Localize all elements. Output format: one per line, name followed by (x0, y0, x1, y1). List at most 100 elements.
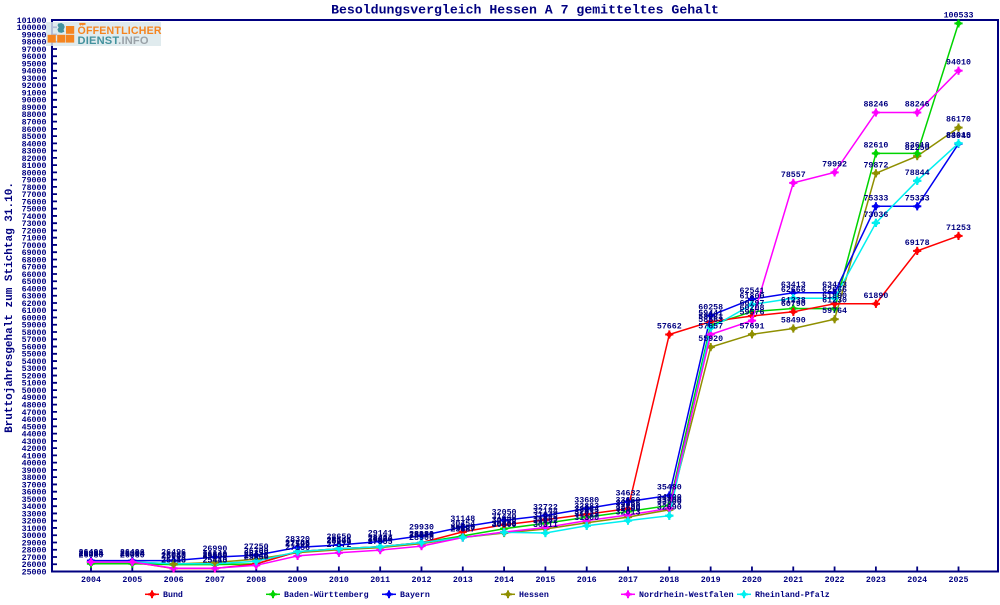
svg-text:Besoldungsvergleich Hessen A 7: Besoldungsvergleich Hessen A 7 gemittelt… (331, 2, 719, 17)
svg-text:47000: 47000 (22, 409, 47, 418)
svg-text:2006: 2006 (164, 576, 184, 585)
svg-text:84010: 84010 (946, 131, 971, 140)
svg-text:96000: 96000 (22, 53, 47, 62)
svg-text:73000: 73000 (22, 220, 47, 229)
svg-text:26399: 26399 (244, 549, 269, 558)
svg-text:85000: 85000 (22, 133, 47, 142)
svg-text:32013: 32013 (574, 509, 599, 518)
svg-text:58981: 58981 (698, 313, 723, 322)
svg-text:Nordrhein-Westfalen: Nordrhein-Westfalen (639, 590, 734, 600)
svg-text:41000: 41000 (22, 452, 47, 461)
svg-text:2007: 2007 (205, 576, 225, 585)
svg-text:27572: 27572 (326, 541, 351, 550)
svg-text:69178: 69178 (905, 239, 930, 248)
svg-text:26040: 26040 (161, 552, 186, 561)
svg-text:57662: 57662 (657, 323, 682, 332)
svg-text:27599: 27599 (285, 541, 310, 550)
svg-text:93000: 93000 (22, 75, 47, 84)
svg-text:59576: 59576 (740, 309, 765, 318)
svg-text:2020: 2020 (742, 576, 762, 585)
svg-text:60797: 60797 (740, 300, 765, 309)
svg-text:100000: 100000 (17, 24, 47, 33)
svg-text:26080: 26080 (202, 552, 227, 561)
svg-text:66000: 66000 (22, 271, 47, 280)
svg-text:29687: 29687 (450, 526, 475, 535)
svg-text:61890: 61890 (863, 292, 888, 301)
svg-text:33500: 33500 (657, 498, 682, 507)
svg-text:63000: 63000 (22, 293, 47, 302)
svg-text:36000: 36000 (22, 489, 47, 498)
svg-text:2023: 2023 (866, 576, 886, 585)
svg-text:27156: 27156 (285, 544, 310, 553)
svg-text:95000: 95000 (22, 60, 47, 69)
svg-text:60258: 60258 (698, 304, 723, 313)
svg-text:2004: 2004 (81, 576, 101, 585)
svg-text:26304: 26304 (79, 550, 104, 559)
svg-text:63413: 63413 (781, 281, 806, 290)
svg-text:Rheinland-Pfalz: Rheinland-Pfalz (755, 590, 830, 600)
svg-text:57657: 57657 (698, 323, 723, 332)
svg-text:26304: 26304 (120, 550, 145, 559)
svg-text:33000: 33000 (22, 510, 47, 519)
svg-text:84000: 84000 (22, 140, 47, 149)
svg-text:28980: 28980 (409, 531, 434, 540)
svg-text:Bund: Bund (163, 590, 183, 600)
svg-text:26080: 26080 (79, 552, 104, 561)
svg-text:48000: 48000 (22, 402, 47, 411)
svg-text:32500: 32500 (616, 505, 641, 514)
svg-text:32790: 32790 (616, 503, 641, 512)
svg-text:67000: 67000 (22, 264, 47, 273)
svg-text:30900: 30900 (492, 517, 517, 526)
svg-text:30852: 30852 (533, 517, 558, 526)
svg-text:2019: 2019 (701, 576, 721, 585)
svg-text:27746: 27746 (285, 540, 310, 549)
svg-text:ÖFFENTLICHER: ÖFFENTLICHER (78, 24, 162, 37)
svg-text:35000: 35000 (22, 496, 47, 505)
svg-text:55920: 55920 (698, 335, 723, 344)
svg-text:25413: 25413 (202, 557, 227, 566)
svg-text:30000: 30000 (22, 532, 47, 541)
svg-text:26000: 26000 (22, 561, 47, 570)
svg-text:26046: 26046 (244, 552, 269, 561)
svg-text:26304: 26304 (120, 550, 145, 559)
svg-text:82000: 82000 (22, 155, 47, 164)
svg-text:31300: 31300 (574, 514, 599, 523)
svg-text:31440: 31440 (492, 513, 517, 522)
svg-text:26496: 26496 (120, 549, 145, 558)
svg-text:32013: 32013 (616, 509, 641, 518)
svg-text:78557: 78557 (781, 171, 806, 180)
svg-text:70000: 70000 (22, 242, 47, 251)
svg-text:64000: 64000 (22, 285, 47, 294)
svg-text:86170: 86170 (946, 116, 971, 125)
svg-text:75000: 75000 (22, 206, 47, 215)
svg-text:28141: 28141 (326, 537, 351, 546)
svg-text:88246: 88246 (905, 101, 930, 110)
svg-text:28850: 28850 (409, 532, 434, 541)
svg-text:46000: 46000 (22, 416, 47, 425)
svg-text:28424: 28424 (368, 535, 393, 544)
svg-text:53000: 53000 (22, 365, 47, 374)
svg-text:38000: 38000 (22, 474, 47, 483)
svg-text:29000: 29000 (22, 539, 47, 548)
svg-text:26304: 26304 (120, 550, 145, 559)
svg-text:Hessen: Hessen (519, 591, 549, 600)
svg-text:30300: 30300 (492, 521, 517, 530)
svg-text:34000: 34000 (22, 503, 47, 512)
svg-text:39000: 39000 (22, 467, 47, 476)
svg-text:26700: 26700 (244, 547, 269, 556)
svg-text:Baden-Württemberg: Baden-Württemberg (284, 590, 369, 600)
svg-text:65000: 65000 (22, 278, 47, 287)
svg-text:33266: 33266 (616, 500, 641, 509)
svg-text:57000: 57000 (22, 336, 47, 345)
svg-text:25413: 25413 (161, 557, 186, 566)
svg-text:50000: 50000 (22, 387, 47, 396)
svg-text:58490: 58490 (781, 317, 806, 326)
svg-text:26080: 26080 (161, 552, 186, 561)
svg-text:79872: 79872 (863, 161, 888, 170)
svg-text:25950: 25950 (161, 553, 186, 562)
svg-text:26496: 26496 (161, 549, 186, 558)
svg-text:32144: 32144 (533, 508, 558, 517)
svg-text:26304: 26304 (79, 550, 104, 559)
svg-text:71000: 71000 (22, 235, 47, 244)
svg-text:59441: 59441 (698, 310, 723, 319)
